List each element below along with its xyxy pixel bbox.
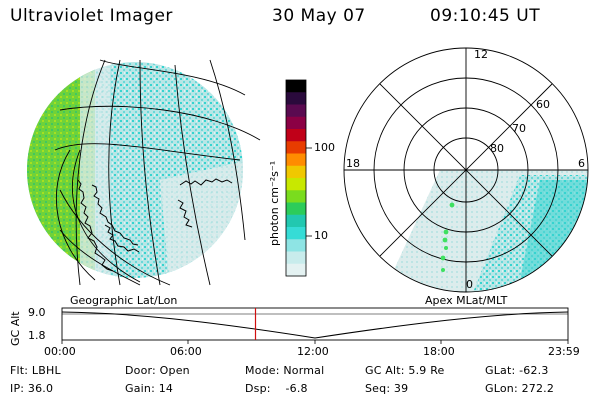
date-label: 30 May 07 <box>272 6 366 26</box>
status-glat: GLat: -62.3 <box>485 364 549 377</box>
mlt-label-12: 12 <box>474 48 488 61</box>
apex-panel-label: Apex MLat/MLT <box>425 294 508 307</box>
status-gc-alt: GC Alt: 5.9 Re <box>365 364 445 377</box>
colorbar-stripe <box>286 129 306 142</box>
polar-plot <box>343 47 589 293</box>
geographic-image <box>27 59 261 286</box>
colorbar-stripe <box>286 251 306 265</box>
status-door: Door: Open <box>125 364 190 377</box>
colorbar-stripe <box>286 239 306 252</box>
colorbar-unit-label: photon cm⁻²s⁻¹ <box>268 160 281 246</box>
colorbar-stripe <box>286 165 306 179</box>
status-seq: Seq: 39 <box>365 382 409 395</box>
colorbar-stripe <box>286 202 306 216</box>
colorbar-tick-100: 100 <box>314 141 335 154</box>
instrument-title: Ultraviolet Imager <box>10 6 173 26</box>
colorbar-stripe <box>286 153 306 167</box>
status-gain: Gain: 14 <box>125 382 174 395</box>
mlat-label-60: 60 <box>536 98 550 111</box>
xtick-2359: 23:59 <box>548 345 580 358</box>
status-filter: Flt: LBHL <box>10 364 61 377</box>
colorbar-stripe <box>286 104 306 118</box>
status-glon: GLon: 272.2 <box>485 382 555 395</box>
mlat-label-80: 80 <box>490 142 504 155</box>
colorbar-stripe <box>286 227 306 240</box>
time-label: 09:10:45 UT <box>430 6 541 26</box>
xtick-0000: 00:00 <box>44 345 76 358</box>
status-dsp: Dsp: -6.8 <box>245 382 308 395</box>
mlat-label-70: 70 <box>512 122 526 135</box>
altitude-ytick-bottom: 1.8 <box>28 329 46 342</box>
colorbar-stripe <box>286 178 306 191</box>
colorbar-stripe <box>286 141 306 154</box>
altitude-ylabel: GC Alt <box>9 311 22 346</box>
altitude-ytick-top: 9.0 <box>28 306 46 319</box>
geographic-panel-label: Geographic Lat/Lon <box>70 294 178 307</box>
status-ip: IP: 36.0 <box>10 382 54 395</box>
altitude-plot <box>61 307 569 344</box>
colorbar-stripe <box>286 80 306 93</box>
xtick-0600: 06:00 <box>170 345 202 358</box>
colorbar-stripe <box>286 263 306 277</box>
colorbar-stripe <box>286 92 306 105</box>
mlt-label-0: 0 <box>466 278 473 291</box>
colorbar-stripe <box>286 190 306 203</box>
colorbar <box>285 79 312 277</box>
colorbar-stripe <box>286 116 306 130</box>
xtick-1200: 12:00 <box>297 345 329 358</box>
status-mode: Mode: Normal <box>245 364 325 377</box>
colorbar-tick-10: 10 <box>314 229 328 242</box>
xtick-1800: 18:00 <box>423 345 455 358</box>
mlt-label-6: 6 <box>578 157 585 170</box>
colorbar-stripe <box>286 214 306 228</box>
mlt-label-18: 18 <box>346 157 360 170</box>
